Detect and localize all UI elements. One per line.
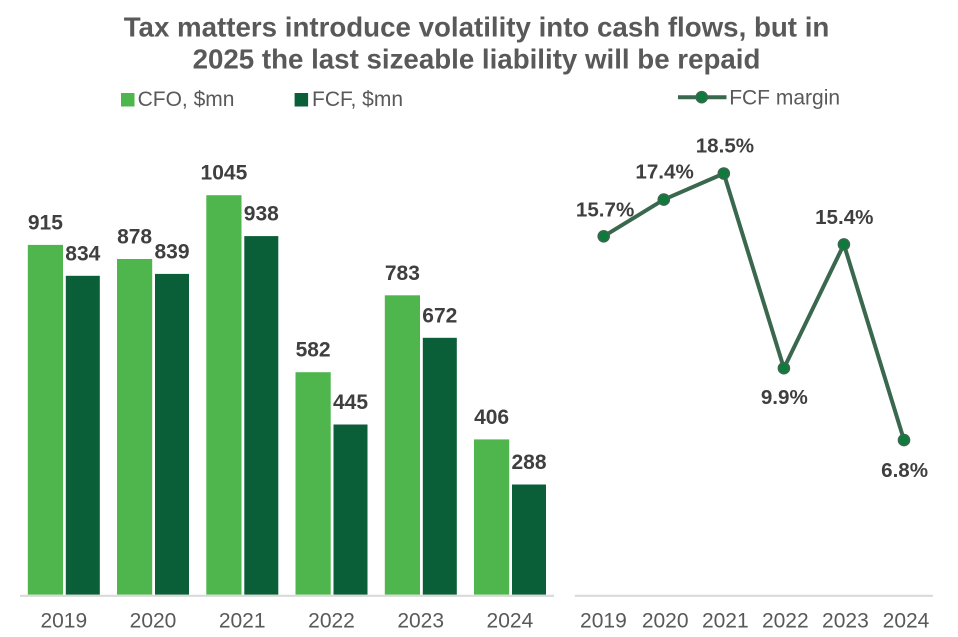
svg-text:839: 839 — [154, 240, 189, 263]
svg-text:15.7%: 15.7% — [576, 199, 634, 222]
svg-text:406: 406 — [474, 406, 509, 429]
svg-text:938: 938 — [244, 203, 279, 226]
svg-text:582: 582 — [296, 339, 331, 362]
svg-text:17.4%: 17.4% — [635, 161, 693, 184]
svg-text:2022: 2022 — [308, 609, 355, 632]
svg-text:FCF margin: FCF margin — [729, 87, 840, 110]
svg-text:FCF, $mn: FCF, $mn — [312, 88, 403, 111]
svg-text:2025 the last sizeable liabili: 2025 the last sizeable liability will be… — [193, 43, 761, 74]
svg-text:CFO, $mn: CFO, $mn — [138, 88, 235, 111]
svg-text:2020: 2020 — [642, 609, 689, 632]
svg-text:15.4%: 15.4% — [815, 206, 873, 229]
svg-text:2023: 2023 — [397, 609, 444, 632]
svg-text:2019: 2019 — [580, 609, 627, 632]
svg-text:18.5%: 18.5% — [696, 135, 754, 158]
svg-text:2021: 2021 — [219, 609, 266, 632]
svg-text:834: 834 — [65, 242, 100, 265]
svg-text:445: 445 — [333, 391, 368, 414]
svg-text:1045: 1045 — [201, 162, 248, 185]
svg-text:2023: 2023 — [822, 609, 869, 632]
svg-text:9.9%: 9.9% — [761, 386, 808, 409]
svg-text:672: 672 — [422, 304, 457, 327]
svg-text:2019: 2019 — [40, 609, 87, 632]
svg-text:2024: 2024 — [487, 609, 534, 632]
svg-text:288: 288 — [511, 451, 546, 474]
svg-text:6.8%: 6.8% — [881, 459, 928, 482]
svg-text:783: 783 — [385, 262, 420, 285]
svg-text:915: 915 — [28, 211, 63, 234]
svg-text:2024: 2024 — [883, 609, 930, 632]
svg-text:2022: 2022 — [762, 609, 809, 632]
svg-text:Tax matters introduce volatili: Tax matters introduce volatility into ca… — [124, 12, 830, 43]
svg-text:2020: 2020 — [130, 609, 177, 632]
svg-text:878: 878 — [117, 226, 152, 249]
svg-text:2021: 2021 — [702, 609, 749, 632]
